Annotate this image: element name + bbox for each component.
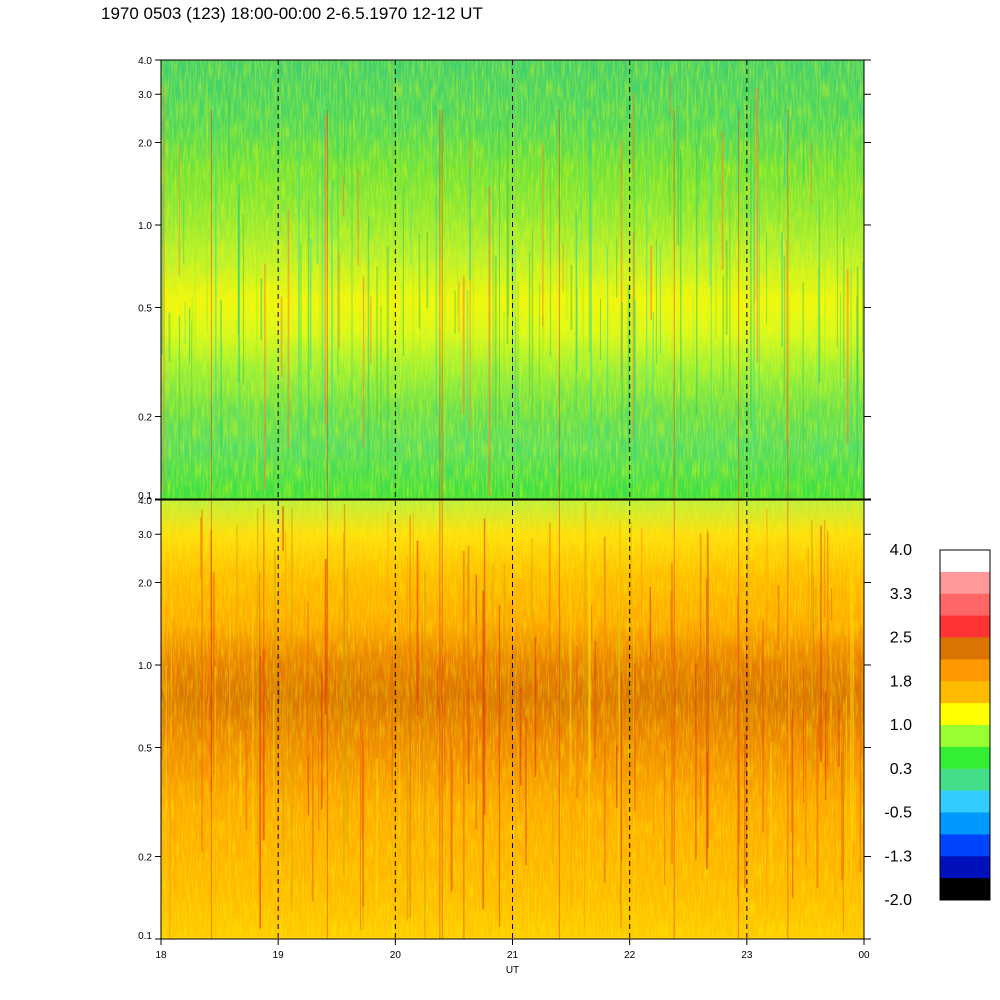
y-tick-label: 0.5 — [138, 743, 152, 754]
colorbar-segment — [940, 637, 990, 660]
colorbar-label: 1.0 — [890, 717, 912, 734]
colorbar-label: 2.5 — [890, 630, 912, 647]
y-tick-label: 0.2 — [138, 413, 152, 424]
x-tick-label: 23 — [741, 950, 753, 961]
chart-title: 1970 0503 (123) 18:00-00:00 2-6.5.1970 1… — [101, 4, 483, 23]
y-tick-label: 2.0 — [138, 578, 152, 589]
colorbar-label: 0.3 — [890, 761, 912, 778]
y-tick-label: 2.0 — [138, 138, 152, 149]
colorbar: 4.0 3.3 2.5 1.8 1.0 0.3 -0.5 -1.3 -2.0 — [884, 542, 991, 909]
y-tick-label: 0.1 — [138, 491, 152, 502]
colorbar-segment — [940, 615, 990, 638]
x-tick-label: 20 — [390, 950, 402, 961]
x-tick-label: 22 — [624, 950, 636, 961]
y-tick-label: 4.0 — [138, 496, 152, 507]
x-tick-label: 21 — [507, 950, 519, 961]
x-tick-label: 18 — [155, 950, 167, 961]
colorbar-segment — [940, 812, 990, 835]
colorbar-segment — [940, 768, 990, 792]
colorbar-frame — [939, 549, 991, 901]
x-tick-label: 00 — [858, 950, 870, 961]
colorbar-segment — [940, 571, 990, 595]
x-axis-label: UT — [506, 965, 519, 976]
colorbar-segment — [940, 703, 990, 726]
colorbar-segment — [940, 746, 990, 770]
y-tick-label: 0.1 — [138, 931, 152, 942]
y-tick-label: 3.0 — [138, 530, 152, 541]
colorbar-label: -2.0 — [884, 892, 912, 909]
colorbar-label: -1.3 — [884, 848, 912, 865]
colorbar-label: 4.0 — [890, 542, 912, 559]
colorbar-segment — [940, 725, 990, 748]
axes: 0.10.20.51.02.03.04.00.10.20.51.02.03.04… — [138, 56, 871, 976]
colorbar-label: -0.5 — [884, 805, 912, 822]
x-tick-label: 19 — [273, 950, 285, 961]
colorbar-label: 3.3 — [890, 586, 912, 603]
y-tick-label: 4.0 — [138, 56, 152, 67]
colorbar-segment — [940, 659, 990, 682]
colorbar-segment — [940, 550, 990, 573]
colorbar-segment — [940, 834, 990, 857]
y-tick-label: 1.0 — [138, 661, 152, 672]
y-tick-label: 3.0 — [138, 90, 152, 101]
y-tick-label: 1.0 — [138, 221, 152, 232]
colorbar-label: 1.8 — [890, 673, 912, 690]
colorbar-segment — [940, 878, 990, 901]
colorbar-segment — [940, 790, 990, 813]
y-tick-label: 0.2 — [138, 853, 152, 864]
colorbar-segment — [940, 593, 990, 617]
y-tick-label: 0.5 — [138, 303, 152, 314]
colorbar-segment — [940, 681, 990, 704]
colorbar-segment — [940, 856, 990, 879]
